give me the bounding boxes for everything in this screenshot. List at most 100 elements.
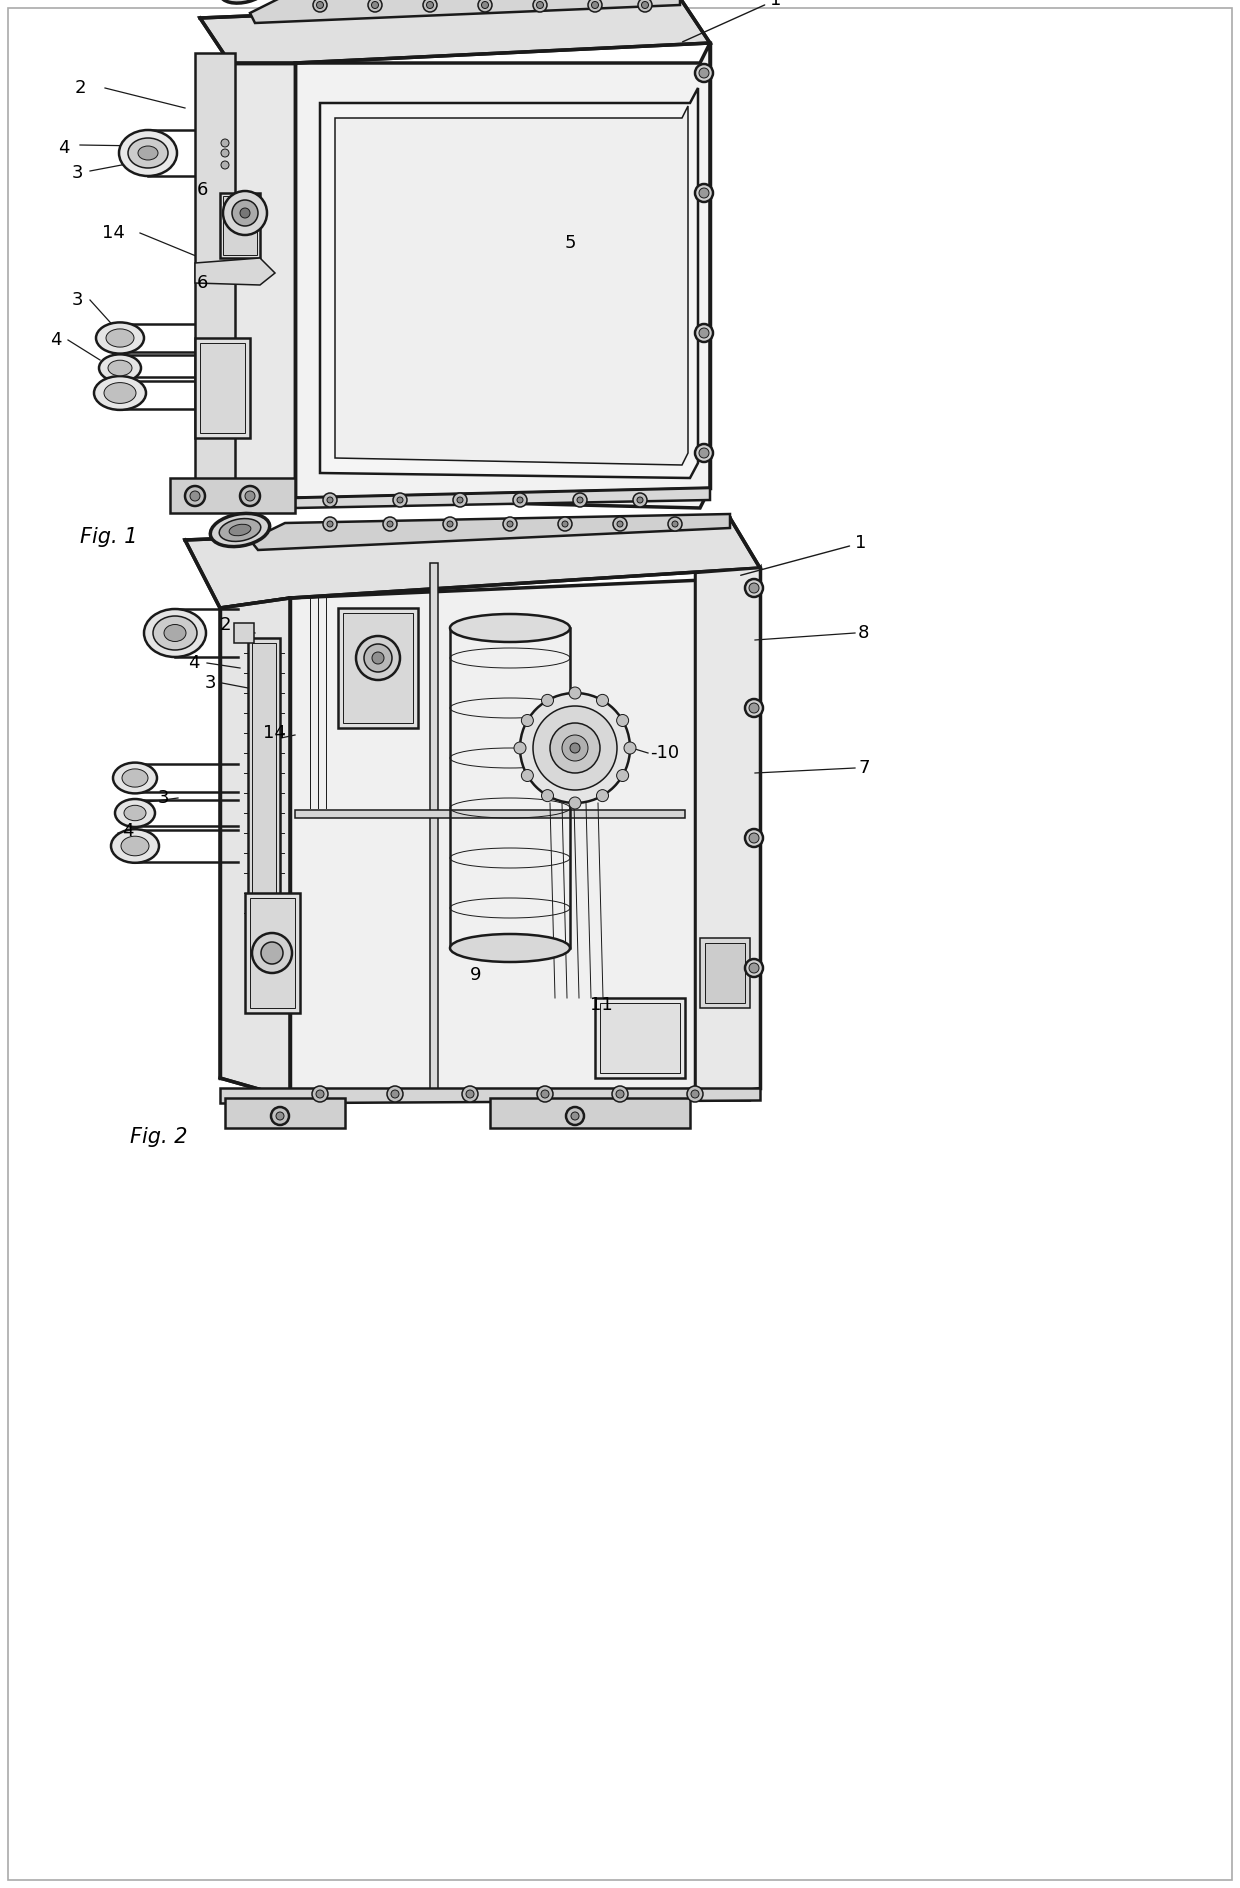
Circle shape: [616, 1089, 624, 1099]
Circle shape: [616, 770, 629, 782]
Polygon shape: [185, 517, 760, 608]
Bar: [430, 563, 438, 1093]
Ellipse shape: [99, 355, 141, 381]
Circle shape: [632, 493, 647, 508]
Circle shape: [393, 493, 407, 508]
Circle shape: [616, 714, 629, 727]
Bar: [600, 1003, 680, 1072]
Text: 6: 6: [197, 274, 208, 293]
Circle shape: [503, 517, 517, 531]
Circle shape: [515, 742, 526, 753]
Circle shape: [477, 0, 492, 11]
Text: 4: 4: [122, 821, 134, 840]
Ellipse shape: [138, 145, 157, 160]
Text: 9: 9: [470, 967, 481, 984]
Circle shape: [588, 0, 601, 11]
Bar: [252, 644, 277, 923]
Ellipse shape: [128, 138, 167, 168]
Circle shape: [316, 1089, 324, 1099]
Circle shape: [749, 963, 759, 972]
Text: 7: 7: [858, 759, 869, 778]
Bar: [339, 608, 418, 729]
Circle shape: [383, 517, 397, 531]
Ellipse shape: [113, 763, 157, 793]
Circle shape: [694, 64, 713, 81]
Text: Fig. 2: Fig. 2: [130, 1127, 187, 1148]
Circle shape: [453, 493, 467, 508]
Bar: [195, 338, 250, 438]
Circle shape: [745, 959, 763, 976]
Circle shape: [749, 583, 759, 593]
Ellipse shape: [153, 615, 197, 649]
Circle shape: [570, 744, 580, 753]
Circle shape: [365, 644, 392, 672]
Circle shape: [316, 2, 324, 9]
Circle shape: [596, 695, 609, 706]
Circle shape: [694, 325, 713, 342]
Text: 1: 1: [682, 0, 781, 42]
Circle shape: [562, 734, 588, 761]
Ellipse shape: [144, 610, 206, 657]
Ellipse shape: [115, 799, 155, 827]
Circle shape: [466, 1089, 474, 1099]
Polygon shape: [219, 598, 290, 1099]
Circle shape: [558, 517, 572, 531]
Ellipse shape: [95, 323, 144, 353]
Circle shape: [356, 636, 401, 680]
Circle shape: [618, 521, 622, 527]
Circle shape: [517, 497, 523, 502]
Circle shape: [190, 491, 200, 500]
Bar: [223, 196, 257, 255]
Text: 1: 1: [740, 534, 867, 576]
Circle shape: [749, 833, 759, 844]
Polygon shape: [320, 89, 698, 478]
Circle shape: [241, 208, 250, 217]
Ellipse shape: [119, 130, 177, 176]
Circle shape: [427, 2, 434, 9]
Ellipse shape: [164, 625, 186, 642]
Circle shape: [565, 1106, 584, 1125]
Polygon shape: [195, 259, 275, 285]
Circle shape: [542, 695, 553, 706]
Polygon shape: [219, 1087, 760, 1103]
Circle shape: [551, 723, 600, 772]
Ellipse shape: [122, 836, 149, 855]
Bar: [234, 623, 254, 644]
Circle shape: [246, 491, 255, 500]
Circle shape: [443, 517, 458, 531]
Circle shape: [521, 770, 533, 782]
Circle shape: [481, 2, 489, 9]
Circle shape: [569, 687, 582, 699]
Circle shape: [639, 0, 652, 11]
Ellipse shape: [450, 935, 570, 963]
Circle shape: [591, 2, 599, 9]
Circle shape: [241, 485, 260, 506]
Polygon shape: [224, 1099, 345, 1127]
Text: 14: 14: [263, 723, 286, 742]
Circle shape: [668, 517, 682, 531]
Circle shape: [533, 0, 547, 11]
Circle shape: [687, 1086, 703, 1103]
Bar: [595, 999, 684, 1078]
Circle shape: [387, 1086, 403, 1103]
Polygon shape: [290, 568, 760, 1101]
Circle shape: [624, 742, 636, 753]
Polygon shape: [694, 568, 760, 1099]
Circle shape: [368, 0, 382, 11]
Circle shape: [322, 517, 337, 531]
Circle shape: [570, 1112, 579, 1120]
Ellipse shape: [211, 514, 269, 548]
Circle shape: [327, 521, 334, 527]
Polygon shape: [295, 487, 711, 508]
Circle shape: [391, 1089, 399, 1099]
Circle shape: [596, 789, 609, 802]
Circle shape: [577, 497, 583, 502]
Text: 3: 3: [205, 674, 217, 693]
Circle shape: [537, 1086, 553, 1103]
Text: 11: 11: [590, 997, 613, 1014]
Circle shape: [463, 1086, 477, 1103]
Text: 8: 8: [858, 625, 869, 642]
Text: -10: -10: [650, 744, 680, 763]
Bar: [219, 193, 260, 259]
Bar: [250, 899, 295, 1008]
